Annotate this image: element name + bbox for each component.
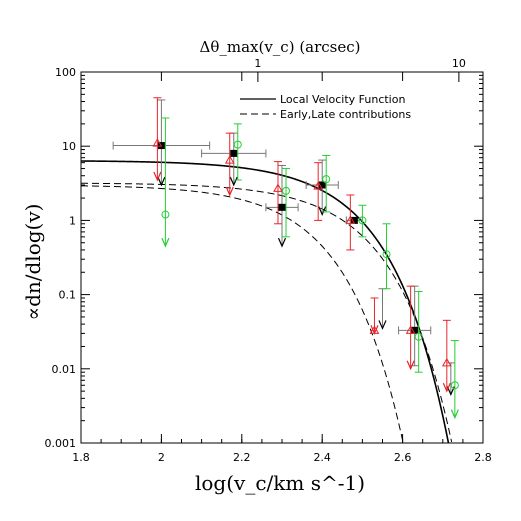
data-point-circle [233,140,242,149]
upper-limit-arrow [442,382,451,393]
data-point-circle [382,250,391,259]
y-tick-label: 0.1 [59,289,77,302]
y-tick-label: 10 [62,140,76,153]
legend: Local Velocity Function Early,Late contr… [240,93,411,121]
x-axis-title: log(v_c/km s^-1) [195,471,365,495]
upper-limit-arrow [161,237,170,248]
frame-group [80,71,484,444]
data-point-triangle [345,215,356,224]
top-axis-title-text: Δθ_max(v_c) (arcsec) [199,38,360,56]
top-axis-title: Δθ_max(v_c) (arcsec) [199,38,360,56]
points-group [112,97,459,420]
data-point-circle [450,381,459,390]
y-tick-label: 0.001 [45,437,77,450]
upper-limit-arrow [378,320,387,330]
curves-group [80,160,453,443]
ticks-group: 1.8 2 2.2 2.4 2.6 2.8 0.001 0.01 0.1 1 10 100 1 10 [45,57,492,464]
data-point-square [350,216,358,224]
legend-label-early-late: Early,Late contributions [280,108,411,121]
x-axis-title-text: log(v_c/km s^-1) [195,471,365,495]
data-point-triangle [313,181,324,190]
data-point-triangle [405,325,416,334]
y-axis-title: ∝dn/dlog(v) [21,204,45,321]
plot-frame [80,71,484,444]
upper-limit-arrow [277,237,287,248]
data-point-triangle [369,325,380,334]
upper-limit-arrow [153,171,162,182]
curve-local-velocity-function [81,160,450,443]
data-point-circle [322,175,331,184]
top-tick-label: 10 [452,57,466,70]
x-tick-label: 2.6 [394,451,412,464]
upper-limit-arrow [446,386,455,397]
legend-label-local: Local Velocity Function [280,93,405,106]
x-tick-label: 2 [158,451,165,464]
data-point-circle [161,210,170,219]
upper-limit-arrow [406,360,415,371]
curve-late-contribution [80,185,404,441]
y-tick-label: 0.01 [52,363,77,376]
data-point-triangle [441,357,452,367]
data-point-circle [282,186,291,195]
y-axis-title-text: ∝dn/dlog(v) [21,204,45,321]
data-point-circle [414,332,423,341]
x-tick-label: 2.8 [474,451,492,464]
x-tick-label: 2.4 [313,451,331,464]
x-tick-label: 2.2 [233,451,251,464]
upper-limit-arrow [225,186,234,197]
data-point-triangle [224,155,235,164]
data-point-circle [358,216,367,225]
data-point-square [278,203,286,211]
y-tick-label: 100 [55,66,76,79]
upper-limit-arrow [450,409,459,420]
data-point-square [318,181,326,189]
top-tick-label: 1 [254,57,261,70]
upper-limit-arrow [157,176,166,187]
y-tick-label: 1 [69,214,76,227]
data-point-square [230,149,238,157]
curve-early-contribution [81,182,453,443]
data-point-triangle [152,138,163,147]
data-point-triangle [273,183,283,192]
data-point-square [411,326,419,334]
upper-limit-arrow [318,206,327,217]
x-tick-label: 1.8 [72,451,90,464]
